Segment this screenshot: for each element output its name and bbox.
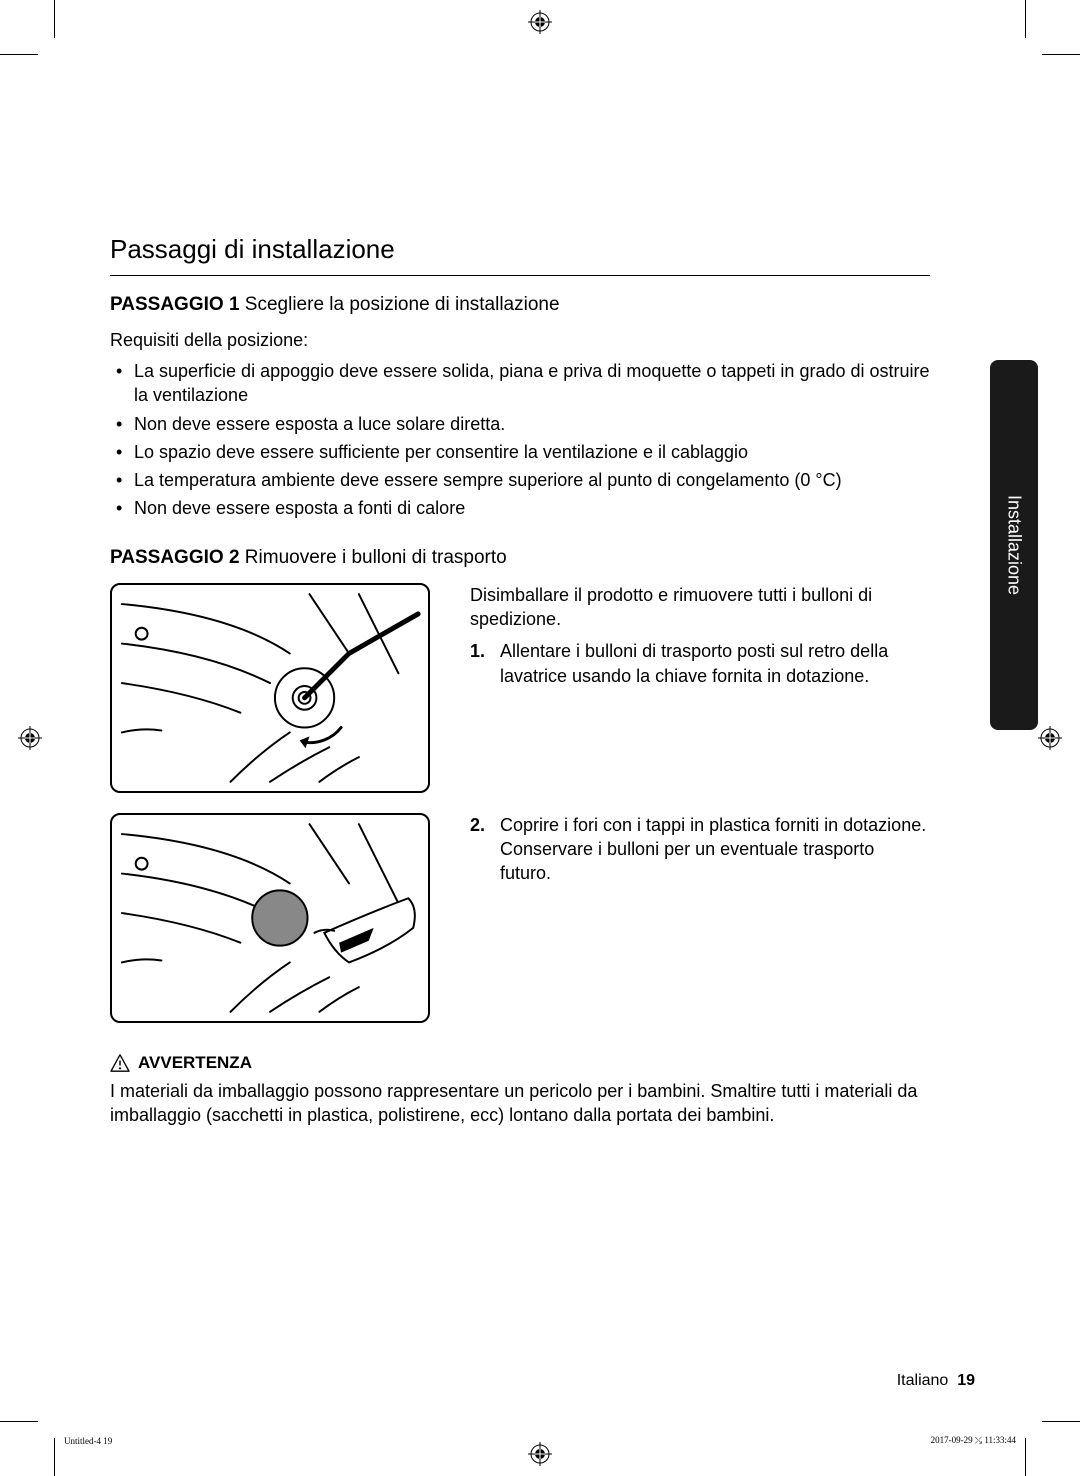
item-number: 1. [470, 639, 490, 688]
footer-meta-right: 2017-09-29 ⤯ 11:33:44 [931, 1435, 1016, 1446]
warning-block: AVVERTENZA I materiali da imballaggio po… [110, 1053, 930, 1128]
page-number: 19 [957, 1372, 975, 1389]
step1-intro: Requisiti della posizione: [110, 330, 930, 351]
list-item: Lo spazio deve essere sufficiente per co… [134, 440, 930, 464]
item-text: Coprire i fori con i tappi in plastica f… [500, 813, 930, 886]
step1-heading: PASSAGGIO 1 Scegliere la posizione di in… [110, 294, 930, 316]
footer-language: Italiano 19 [897, 1372, 975, 1390]
registration-mark-icon [528, 1442, 552, 1466]
item-number: 2. [470, 813, 490, 886]
step1-label: PASSAGGIO 1 [110, 294, 240, 315]
step2-intro: Disimballare il prodotto e rimuovere tut… [470, 583, 930, 632]
crop-mark [0, 54, 38, 55]
crop-mark [1042, 54, 1080, 55]
crop-mark [54, 1438, 55, 1476]
registration-mark-icon [528, 10, 552, 34]
step2-text-1: Disimballare il prodotto e rimuovere tut… [470, 583, 930, 793]
page-content: Passaggi di installazione PASSAGGIO 1 Sc… [110, 234, 930, 1127]
list-item: Non deve essere esposta a luce solare di… [134, 412, 930, 436]
illustration-loosen-bolts [110, 583, 430, 793]
warning-label-text: AVVERTENZA [138, 1053, 252, 1073]
registration-mark-icon [1038, 726, 1062, 750]
item-text-line: Conservare i bulloni per un eventuale tr… [500, 839, 874, 883]
warning-text: I materiali da imballaggio possono rappr… [110, 1079, 930, 1128]
step2-heading: PASSAGGIO 2 Rimuovere i bulloni di trasp… [110, 547, 930, 569]
list-item: Non deve essere esposta a fonti di calor… [134, 496, 930, 520]
divider [110, 275, 930, 276]
section-title: Passaggi di installazione [110, 234, 930, 265]
illustration-cover-holes [110, 813, 430, 1023]
item-text-line: Coprire i fori con i tappi in plastica f… [500, 815, 926, 835]
warning-icon [110, 1054, 130, 1072]
step2-row-1: Disimballare il prodotto e rimuovere tut… [110, 583, 930, 793]
numbered-item: 1. Allentare i bulloni di trasporto post… [470, 639, 930, 688]
crop-mark [1025, 0, 1026, 38]
step2-label: PASSAGGIO 2 [110, 547, 240, 568]
section-tab-label: Installazione [1004, 495, 1025, 595]
step2-title: Rimuovere i bulloni di trasporto [245, 547, 507, 568]
step1-title: Scegliere la posizione di installazione [245, 294, 560, 315]
step2-text-2: 2. Coprire i fori con i tappi in plastic… [470, 813, 930, 1023]
step2-row-2: 2. Coprire i fori con i tappi in plastic… [110, 813, 930, 1023]
section-tab: Installazione [990, 360, 1038, 730]
numbered-item: 2. Coprire i fori con i tappi in plastic… [470, 813, 930, 886]
list-item: La temperatura ambiente deve essere semp… [134, 468, 930, 492]
warning-label: AVVERTENZA [110, 1053, 930, 1073]
footer-language-label: Italiano [897, 1372, 949, 1389]
item-text: Allentare i bulloni di trasporto posti s… [500, 639, 930, 688]
list-item: La superficie di appoggio deve essere so… [134, 359, 930, 408]
footer-meta-left: Untitled-4 19 [64, 1436, 112, 1446]
step1-requirement-list: La superficie di appoggio deve essere so… [110, 359, 930, 521]
crop-mark [54, 0, 55, 38]
registration-mark-icon [18, 726, 42, 750]
crop-mark [0, 1421, 38, 1422]
crop-mark [1025, 1438, 1026, 1476]
crop-mark [1042, 1421, 1080, 1422]
